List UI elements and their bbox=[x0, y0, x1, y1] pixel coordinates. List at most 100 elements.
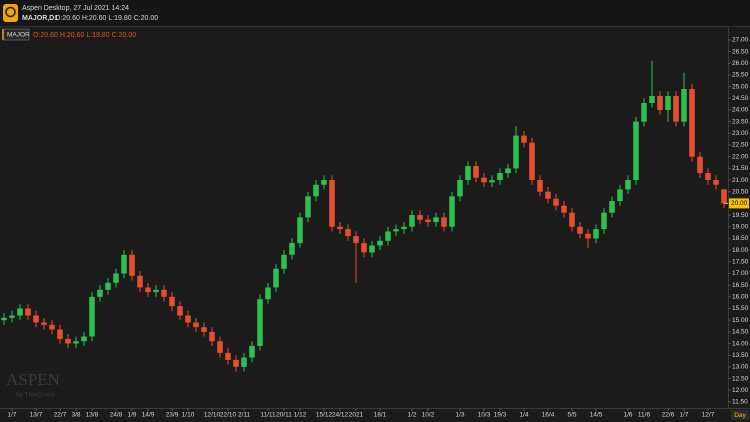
x-tick-label: 3/8 bbox=[71, 412, 80, 419]
x-tick-label: 1/2 bbox=[407, 412, 416, 419]
x-tick-label: 24/8 bbox=[110, 412, 123, 419]
candle-body bbox=[33, 315, 39, 323]
candle-body bbox=[433, 217, 439, 223]
y-tick-label: 16.50 bbox=[732, 282, 749, 289]
y-tick-label: 23.50 bbox=[732, 118, 749, 125]
x-tick-label: 5/5 bbox=[567, 412, 576, 419]
candle-body bbox=[201, 327, 207, 332]
x-tick-label: 13/7 bbox=[30, 412, 43, 419]
y-tick-label: 25.50 bbox=[732, 72, 749, 79]
candle-body bbox=[25, 308, 31, 316]
y-tick-label: 26.50 bbox=[732, 48, 749, 55]
candle-body bbox=[449, 196, 455, 227]
candle-body bbox=[305, 196, 311, 218]
candle-body bbox=[609, 201, 615, 213]
y-tick-label: 17.50 bbox=[732, 259, 749, 266]
y-tick-label: 15.00 bbox=[732, 317, 749, 324]
candle-body bbox=[337, 226, 343, 230]
y-tick-label: 22.50 bbox=[732, 142, 749, 149]
x-unit: Day bbox=[734, 412, 746, 419]
legend-symbol: MAJOR bbox=[7, 32, 30, 39]
candle-body bbox=[713, 180, 719, 185]
y-tick-label: 21.50 bbox=[732, 165, 749, 172]
candle-body bbox=[193, 322, 199, 328]
y-tick-label: 25.00 bbox=[732, 83, 749, 90]
candle-body bbox=[561, 205, 567, 213]
candle-body bbox=[497, 173, 503, 181]
candle-body bbox=[697, 156, 703, 174]
candle-body bbox=[529, 142, 535, 181]
candle-body bbox=[177, 306, 183, 316]
y-tick-label: 13.50 bbox=[732, 352, 749, 359]
y-tick-label: 15.50 bbox=[732, 305, 749, 312]
app-icon[interactable] bbox=[3, 4, 18, 22]
candle-body bbox=[313, 184, 319, 197]
x-tick-label: 19/3 bbox=[494, 412, 507, 419]
x-tick-label: 1/7 bbox=[7, 412, 16, 419]
x-tick-label: 24/12 bbox=[332, 412, 349, 419]
x-tick-label: 1/12 bbox=[294, 412, 307, 419]
candle-body bbox=[393, 229, 399, 232]
x-tick-label: 11/6 bbox=[638, 412, 651, 419]
candle-body bbox=[233, 359, 239, 367]
y-tick-label: 11.50 bbox=[732, 399, 748, 406]
candle-body bbox=[441, 217, 447, 227]
x-tick-label: 1/6 bbox=[623, 412, 632, 419]
app-icon-glyph bbox=[5, 6, 16, 18]
candle-body bbox=[89, 296, 95, 337]
candle-body bbox=[385, 231, 391, 241]
candle-body bbox=[657, 95, 663, 110]
candle-body bbox=[81, 336, 87, 342]
x-tick-label: 12/7 bbox=[702, 412, 715, 419]
candle-body bbox=[105, 282, 111, 290]
candle-body bbox=[329, 180, 335, 227]
candle-body bbox=[137, 275, 143, 288]
y-tick-label: 13.00 bbox=[732, 364, 749, 371]
x-tick-label: 11/11 bbox=[260, 412, 276, 419]
candle-body bbox=[369, 245, 375, 253]
candle-body bbox=[417, 215, 423, 220]
app-title: Aspen Desktop, 27 Jul 2021 14:24 bbox=[22, 5, 129, 12]
candle-body bbox=[289, 243, 295, 255]
candle-body bbox=[633, 121, 639, 181]
y-tick-label: 19.00 bbox=[732, 223, 749, 230]
x-tick-label: 10/3 bbox=[478, 412, 491, 419]
candle-body bbox=[649, 95, 655, 103]
candle-body bbox=[465, 166, 471, 181]
candle-body bbox=[129, 254, 135, 276]
y-tick-label: 24.50 bbox=[732, 95, 749, 102]
y-tick-label: 12.50 bbox=[732, 375, 749, 382]
y-tick-label: 22.00 bbox=[732, 153, 749, 160]
candle-body bbox=[65, 338, 71, 344]
x-tick-label: 15/12 bbox=[316, 412, 333, 419]
y-tick-label: 27.00 bbox=[732, 37, 749, 44]
candle-body bbox=[73, 341, 79, 344]
candle-body bbox=[241, 357, 247, 367]
x-tick-label: 20/11 bbox=[276, 412, 292, 419]
candle-body bbox=[473, 166, 479, 178]
header-bar bbox=[0, 0, 750, 26]
x-tick-label: 16/4 bbox=[542, 412, 555, 419]
x-tick-label: 14/9 bbox=[142, 412, 155, 419]
candle-body bbox=[665, 95, 671, 110]
y-tick-label: 12.00 bbox=[732, 387, 749, 394]
candle-body bbox=[409, 215, 415, 227]
candle-body bbox=[593, 229, 599, 239]
candle-body bbox=[281, 254, 287, 269]
candle-body bbox=[321, 180, 327, 185]
candle-body bbox=[113, 273, 119, 283]
y-tick-label: 24.00 bbox=[732, 107, 749, 114]
x-tick-label: 1/9 bbox=[127, 412, 136, 419]
watermark-sub: by ThaiQuest bbox=[16, 392, 55, 399]
candle-body bbox=[161, 289, 167, 297]
candle-body bbox=[601, 212, 607, 230]
y-tick-label: 14.00 bbox=[732, 340, 749, 347]
candle-body bbox=[377, 240, 383, 246]
watermark: ASPEN bbox=[6, 370, 60, 389]
candle-body bbox=[9, 315, 15, 318]
candle-body bbox=[577, 226, 583, 234]
y-tick-label: 18.00 bbox=[732, 247, 749, 254]
candle-body bbox=[353, 236, 359, 244]
candle-body bbox=[273, 268, 279, 288]
